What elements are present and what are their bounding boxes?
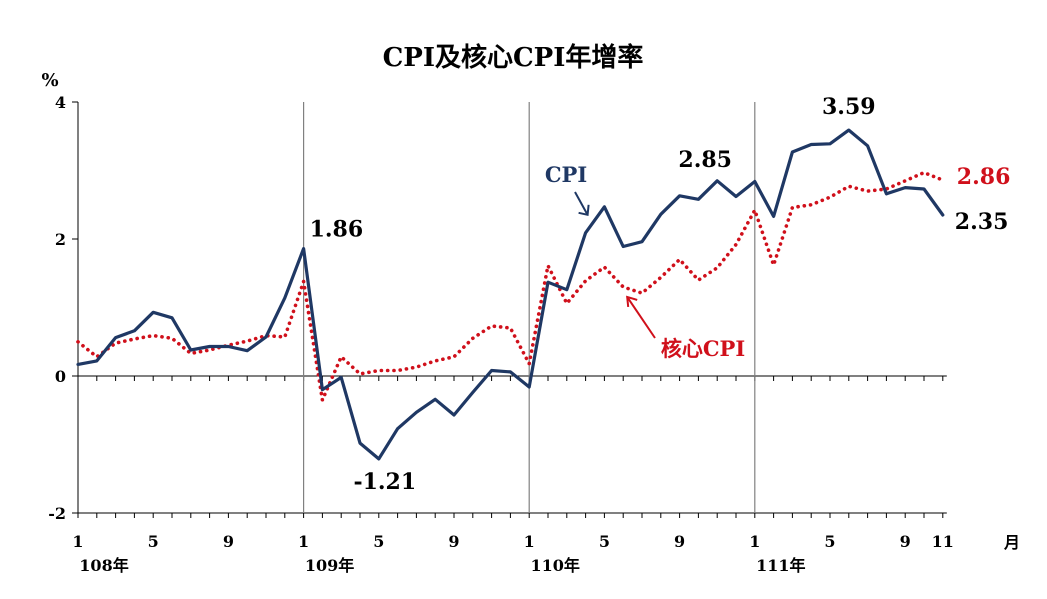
y-axis-unit-label: % (41, 70, 58, 91)
cpi-series-label: CPI (545, 162, 587, 187)
chart-title: CPI及核心CPI年增率 (383, 42, 644, 73)
x-tick-label: 9 (223, 532, 234, 551)
x-tick-label: 1 (298, 532, 309, 551)
core-cpi-label-arrowhead (626, 295, 638, 308)
x-tick-label: 1 (749, 532, 760, 551)
x-axis-unit-label: 月 (1003, 533, 1020, 552)
data-label: 3.59 (822, 94, 876, 120)
series-layer (76, 128, 945, 461)
x-tick-label: 5 (599, 532, 610, 551)
year-label: 110年 (530, 556, 579, 575)
data-label: 1.86 (310, 217, 364, 243)
cpi-series-line (76, 128, 945, 461)
data-label: -1.21 (353, 469, 416, 495)
core-cpi-series-label: 核心CPI (661, 336, 745, 361)
labels-layer: 1.86 -1.21 2.85 3.59 2.86 2.35 CPI 核心CPI (310, 94, 1011, 495)
data-label: 2.85 (678, 147, 732, 173)
cpi-label-arrow (574, 191, 589, 216)
x-tick-label: 1 (72, 532, 83, 551)
year-label: 108年 (79, 556, 128, 575)
x-tick-label: 5 (373, 532, 384, 551)
x-tick-label: 1 (524, 532, 535, 551)
data-label: 2.86 (957, 164, 1011, 190)
data-label: 2.35 (955, 209, 1009, 235)
x-tick-label: 9 (900, 532, 911, 551)
x-tick-label: 5 (824, 532, 835, 551)
y-tick-label: 2 (55, 230, 66, 249)
axes-group: 4 2 0 -2 1 5 9 1 5 9 1 5 9 1 5 9 11 108年 109年 110年 111年 (48, 93, 954, 575)
y-tick-label: 4 (55, 93, 66, 112)
x-tick-label: 5 (148, 532, 159, 551)
year-label: 111年 (756, 556, 805, 575)
y-tick-label: -2 (48, 504, 66, 523)
x-tick-label: 9 (674, 532, 685, 551)
x-tick-label: 11 (932, 532, 954, 551)
x-tick-label: 9 (448, 532, 459, 551)
cpi-label-arrowhead (578, 204, 590, 217)
core-cpi-series-line (76, 170, 945, 402)
year-label: 109年 (305, 556, 354, 575)
y-tick-label: 0 (55, 367, 66, 386)
core-cpi-label-arrow (626, 296, 656, 339)
